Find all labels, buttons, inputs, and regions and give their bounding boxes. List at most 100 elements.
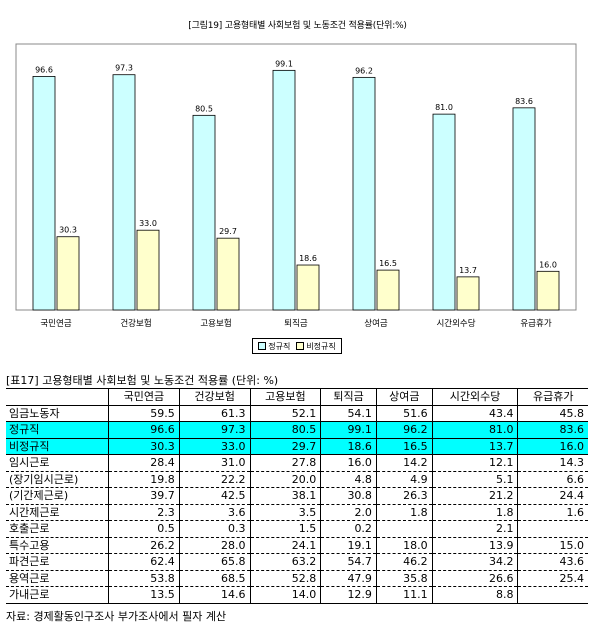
bar-regular-6 [512,107,536,311]
table-cell: 21.2 [432,487,519,505]
bar-regular-4 [352,76,376,311]
row-label: 호출근로 [6,520,109,538]
table-row: 임금노동자 59.5 61.3 52.1 54.1 51.6 43.4 45.8 [6,405,588,422]
legend-item-regular: 정규직 [258,341,290,352]
table-header-4: 퇴직금 [320,388,377,406]
table-cell: 24.4 [517,487,588,505]
table-cell: 26.2 [108,537,180,554]
table-cell: 2.0 [320,504,377,521]
table-cell: 33.0 [179,437,251,455]
row-label: 용역근로 [6,570,109,587]
table-cell: 45.8 [559,406,585,420]
data-label-nonregular-3: 18.6 [299,254,317,263]
table-cell: 62.4 [108,553,180,571]
table-cell: 6.6 [517,471,588,488]
table-cell: 53.8 [108,570,180,587]
table-header-row: 국민연금 건강보험 고용보험 퇴직금 상여금 시간외수당 유급휴가 [6,388,588,406]
table-header-5: 상여금 [376,388,433,406]
table-cell: 54.1 [320,405,377,422]
table-cell: 83.6 [517,421,588,439]
data-label-nonregular-2: 29.7 [219,227,237,236]
table-cell: 0.3 [179,520,251,538]
table-row: 파견근로 62.4 65.8 63.2 54.7 46.2 34.2 43.6 [6,553,588,571]
row-label: 임시근로 [6,454,109,472]
table-cell: 3.5 [250,504,322,521]
table-cell: 46.2 [376,553,433,571]
table-cell: 47.9 [320,570,377,587]
table-cell: 14.0 [250,586,322,604]
table-cell: 25.4 [517,570,588,587]
table-cell: 12.1 [432,454,519,472]
table-cell: 35.8 [376,570,433,587]
data-label-regular-1: 97.3 [115,64,133,73]
table-row: 임시근로 28.4 31.0 27.8 16.0 14.2 12.1 14.3 [6,454,588,472]
table-cell: 29.7 [250,437,322,455]
table-cell: 22.2 [179,471,251,488]
bar-nonregular-6 [536,270,560,311]
table-cell: 18.6 [320,437,377,455]
table-cell: 1.5 [250,520,322,538]
table-cell: 3.6 [179,504,251,521]
data-label-nonregular-6: 16.0 [539,260,557,269]
table-row: 정규직 96.6 97.3 80.5 99.1 96.2 81.0 83.6 [6,421,588,439]
table-cell: 13.9 [432,537,519,554]
table-header-1: 국민연금 [108,388,180,406]
bar-regular-1 [112,74,136,311]
table-row: (장기임시근로) 19.8 22.2 20.0 4.8 4.9 5.1 6.6 [6,471,588,488]
table-cell: 52.8 [250,570,322,587]
table-cell: 0.5 [108,520,180,538]
table-cell: 4.8 [320,471,377,488]
table-cell: 19.8 [108,471,180,488]
table-row: (기간제근로) 39.7 42.5 38.1 30.8 26.3 21.2 24.4 [6,487,588,505]
table-row: 호출근로 0.5 0.3 1.5 0.2 2.1 [6,520,588,538]
legend-item-nonregular: 비정규직 [296,341,336,352]
table-header-3: 고용보험 [250,388,322,406]
data-label-nonregular-4: 16.5 [379,259,397,268]
table-cell: 26.3 [376,487,433,505]
row-label: 시간제근로 [6,504,109,521]
table-title: [표17] 고용형태별 사회보험 및 노동조건 적용률 (단위: %) [6,374,279,387]
table-cell: 14.2 [376,454,433,472]
category-label-0: 국민연금 [40,318,71,329]
table-cell: 34.2 [432,553,519,571]
table-cell: 30.3 [108,437,180,455]
bar-regular-2 [192,114,216,311]
data-label-regular-5: 81.0 [435,103,453,112]
data-label-regular-3: 99.1 [275,59,293,68]
data-label-nonregular-1: 33.0 [139,219,157,228]
row-label: 임금노동자 [6,405,109,422]
table-row: 용역근로 53.8 68.5 52.8 47.9 35.8 26.6 25.4 [6,570,588,587]
table-cell: 27.8 [250,454,322,472]
bar-nonregular-5 [456,276,480,311]
bar-nonregular-1 [136,229,160,311]
table-cell: 68.5 [179,570,251,587]
table-cell: 2.3 [108,504,180,521]
table-cell: 81.0 [432,421,519,439]
table-cell: 59.5 [108,405,180,422]
table-cell: 13.7 [432,437,519,455]
bar-nonregular-3 [296,264,320,311]
legend-swatch-regular [258,342,267,350]
table-cell: 15.0 [517,537,588,554]
data-label-regular-4: 96.2 [355,66,373,75]
category-label-2: 고용보험 [200,319,231,329]
table-cell: 16.0 [320,454,377,472]
table-cell [517,520,588,538]
table-cell: 52.1 [250,405,322,422]
table-cell: 0.2 [320,520,377,538]
data-label-nonregular-0: 30.3 [59,226,77,235]
table-cell: 61.3 [179,405,251,422]
table-cell: 5.1 [432,471,519,488]
table-cell: 43.4 [432,405,519,422]
table-cell: 96.6 [108,421,180,439]
table-cell: 1.8 [376,504,433,521]
table-header-6: 시간외수당 [432,388,519,406]
table-cell: 1.8 [432,504,519,521]
table-cell: 39.7 [108,487,180,505]
table-header-0 [6,388,109,406]
source-note: 자료: 경제활동인구조사 부가조사에서 필자 계산 [6,610,227,623]
table-cell: 14.6 [179,586,251,604]
table-cell: 31.0 [179,454,251,472]
legend-label-nonregular: 비정규직 [306,341,336,351]
category-label-4: 상여금 [364,318,388,329]
